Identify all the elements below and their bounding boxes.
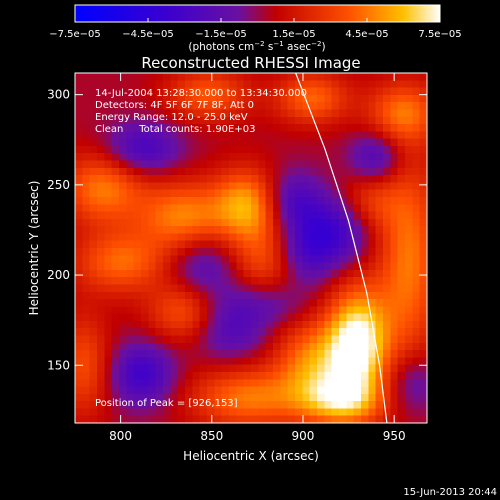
solar-limb-line [295, 73, 388, 423]
colorbar-tick-label: −4.5e−05 [122, 29, 174, 40]
x-tick-label: 900 [292, 429, 315, 443]
peak-position-label: Position of Peak = [926,153] [95, 398, 238, 409]
info-time-range: 14-Jul-2004 13:28:30.000 to 13:34:30.000 [95, 88, 307, 99]
info-clean-counts: Clean Total counts: 1.90E+03 [95, 124, 255, 135]
x-tick-label: 850 [200, 429, 223, 443]
colorbar-unit-label: (photons cm−2 s−1 asec−2) [188, 40, 325, 53]
axis-ticks: 800 850 900 950 150 200 250 300 [47, 73, 427, 443]
colorbar-tick-label: −1.5e−05 [195, 29, 247, 40]
y-tick-label: 300 [47, 88, 70, 102]
heatmap-image [75, 73, 427, 423]
x-axis-label: Heliocentric X (arcsec) [183, 449, 319, 463]
colorbar-tick-label: 1.5e−05 [272, 29, 315, 40]
y-tick-label: 200 [47, 268, 70, 282]
x-tick-label: 800 [109, 429, 132, 443]
colorbar [74, 4, 441, 23]
y-tick-label: 150 [47, 358, 70, 372]
footer-date: 15-Jun-2013 20:44 [403, 487, 497, 498]
colorbar-tick-label: 4.5e−05 [345, 29, 388, 40]
x-tick-label: 950 [383, 429, 406, 443]
chart-title: Reconstructed RHESSI Image [141, 54, 360, 72]
info-energy-range: Energy Range: 12.0 - 25.0 keV [95, 112, 248, 123]
y-axis-label: Heliocentric Y (arcsec) [27, 181, 41, 316]
info-detectors: Detectors: 4F 5F 6F 7F 8F, Att 0 [95, 100, 254, 111]
colorbar-ticks: −7.5e−05 −4.5e−05 −1.5e−05 1.5e−05 4.5e−05 7.… [49, 18, 462, 40]
y-tick-label: 250 [47, 178, 70, 192]
colorbar-tick-label: 7.5e−05 [418, 29, 461, 40]
plot-frame [74, 72, 428, 424]
colorbar-tick-label: −7.5e−05 [49, 29, 101, 40]
